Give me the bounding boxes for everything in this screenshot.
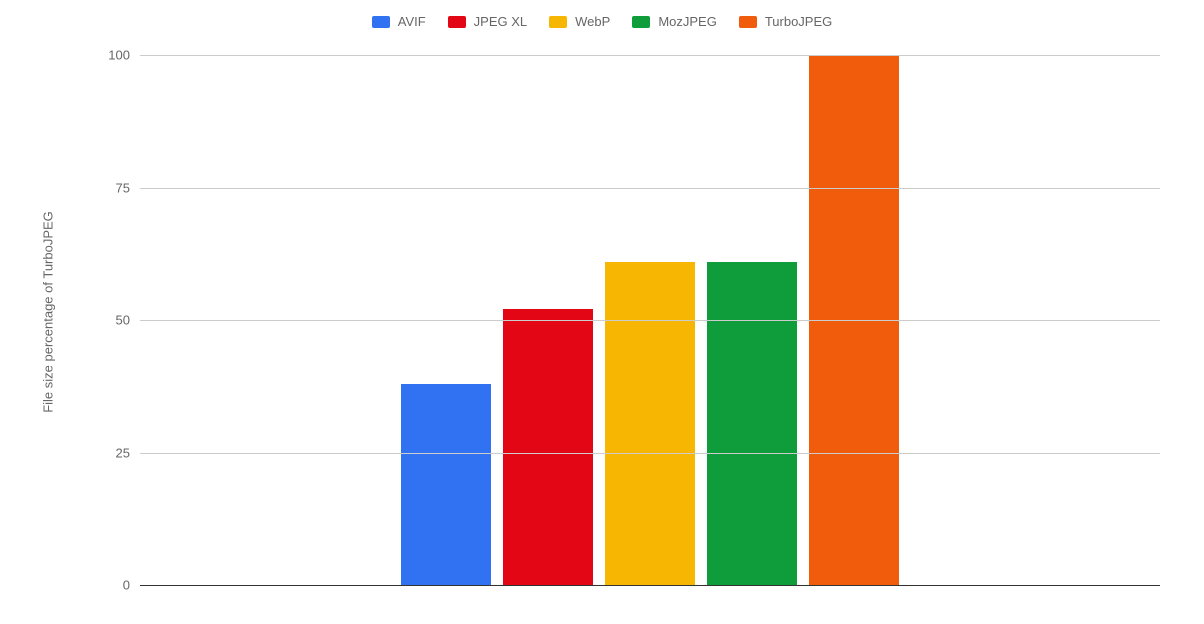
gridline: 100 [140,55,1160,56]
legend-swatch-icon [632,16,650,28]
bar-avif [401,384,491,585]
legend-label: JPEG XL [474,14,527,29]
legend: AVIF JPEG XL WebP MozJPEG TurboJPEG [0,14,1204,29]
bar-webp [605,262,695,585]
y-tick-label: 100 [108,48,130,63]
legend-swatch-icon [739,16,757,28]
legend-label: TurboJPEG [765,14,832,29]
legend-item-jpeg-xl: JPEG XL [448,14,527,29]
bar-jpeg-xl [503,309,593,585]
gridline: 50 [140,320,1160,321]
gridline: 75 [140,188,1160,189]
legend-item-turbojpeg: TurboJPEG [739,14,832,29]
legend-item-mozjpeg: MozJPEG [632,14,717,29]
y-tick-label: 75 [116,180,130,195]
y-tick-label: 25 [116,445,130,460]
legend-label: WebP [575,14,610,29]
legend-item-webp: WebP [549,14,610,29]
gridline: 25 [140,453,1160,454]
legend-item-avif: AVIF [372,14,426,29]
legend-swatch-icon [448,16,466,28]
y-axis-label: File size percentage of TurboJPEG [41,211,56,413]
legend-swatch-icon [372,16,390,28]
legend-label: AVIF [398,14,426,29]
plot-area: 0 25 50 75 100 [140,55,1160,585]
y-tick-label: 0 [123,578,130,593]
legend-label: MozJPEG [658,14,717,29]
bar-mozjpeg [707,262,797,585]
chart-container: AVIF JPEG XL WebP MozJPEG TurboJPEG 0 25 50 75 1… [0,0,1204,624]
y-tick-label: 50 [116,313,130,328]
axis-line: 0 [140,585,1160,586]
legend-swatch-icon [549,16,567,28]
